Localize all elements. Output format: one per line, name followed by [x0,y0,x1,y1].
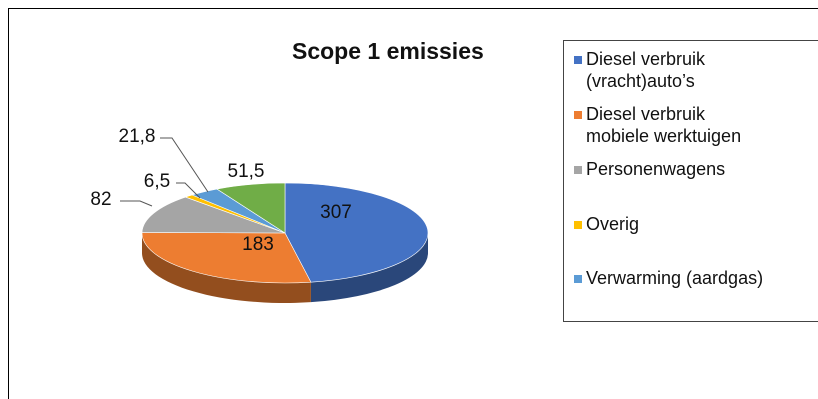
legend-swatch [574,166,582,174]
legend-swatch [574,221,582,229]
data-label-5: 51,5 [228,161,265,182]
legend-item-passenger-cars: Personenwagens [574,158,818,180]
legend-swatch [574,56,582,64]
legend-swatch [574,111,582,119]
chart-frame [8,8,818,399]
data-label-4: 21,8 [119,126,156,147]
legend-item-diesel-machinery: Diesel verbruik mobiele werktuigen [574,103,818,147]
legend-label: Diesel verbruik mobiele werktuigen [586,104,742,146]
data-label-0: 307 [320,202,352,223]
pie-side-1 [142,233,311,303]
leader-line-3 [176,182,201,199]
pie-slice-5 [216,182,286,234]
pie-chart: 307 183 82 6,5 21,8 51,5 [90,126,429,303]
pie-slice-2 [141,196,286,234]
leader-line-4 [160,137,209,193]
chart-legend: Diesel verbruik (vracht)auto’s Diesel ve… [563,40,818,322]
legend-swatch [574,275,582,283]
legend-label: Verwarming (aardgas) [586,268,764,288]
data-label-3: 6,5 [144,171,170,192]
chart-title: Scope 1 emissies [292,38,484,64]
legend-item-heating-gas: Verwarming (aardgas) [574,267,818,289]
data-label-1: 183 [242,234,274,255]
leader-line-2 [120,200,153,207]
legend-label: Personenwagens [586,159,726,179]
legend-label: Overig [586,214,640,234]
pie-side-0 [310,233,429,303]
data-label-2: 82 [90,189,111,210]
pie-slice-0 [284,182,429,283]
pie-slice-1 [141,232,312,284]
legend-item-other: Overig [574,213,818,235]
legend-item-diesel-trucks: Diesel verbruik (vracht)auto’s [574,48,818,92]
legend-label: Diesel verbruik (vracht)auto’s [586,49,706,91]
